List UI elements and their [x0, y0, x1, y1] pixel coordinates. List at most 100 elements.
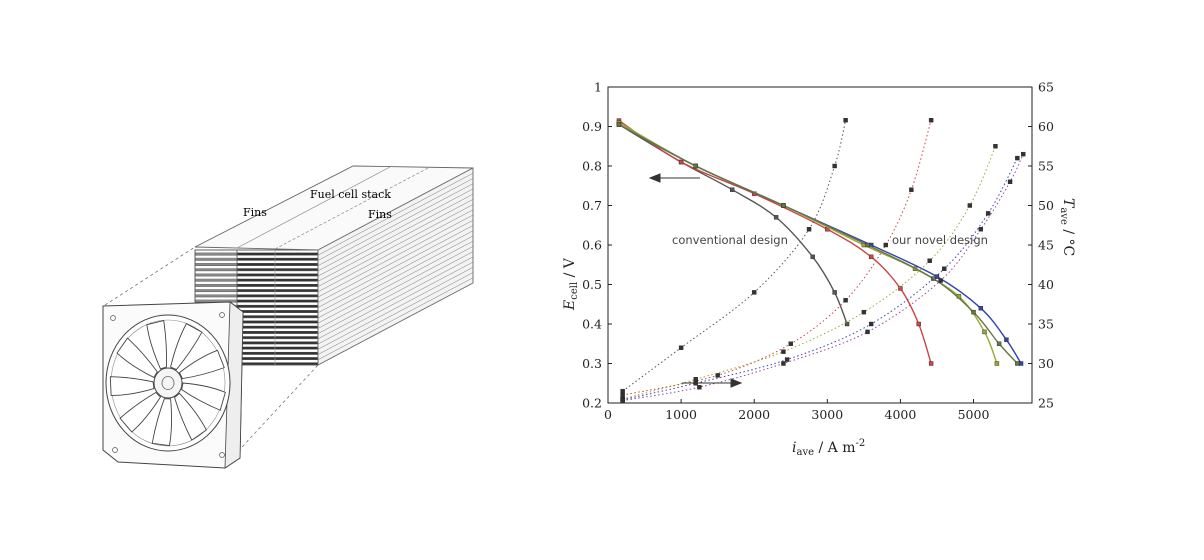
stack-plate-gap	[195, 268, 237, 271]
label-fins-right: Fins	[368, 208, 392, 221]
voltage-point	[616, 122, 622, 127]
stack-side-line	[317, 267, 474, 350]
voltage-point	[693, 163, 698, 169]
stack-plate-gap	[237, 258, 318, 261]
voltage-curve-4	[618, 123, 1018, 364]
voltage-point	[752, 191, 757, 196]
stack-side-line	[317, 188, 474, 272]
stack-side-line	[317, 246, 474, 329]
voltage-point	[1004, 337, 1009, 342]
stack-side-line	[317, 235, 474, 319]
stack-side-line	[317, 256, 474, 340]
stack-plate-gap	[237, 268, 318, 271]
voltage-point	[693, 163, 698, 169]
voltage-point	[678, 159, 684, 165]
stack-plate-gap	[195, 273, 237, 277]
stack-plate-gap	[237, 315, 318, 318]
y-right-tick-label: 30	[1038, 356, 1054, 371]
temperature-point	[806, 226, 812, 232]
fan-blade	[170, 323, 203, 371]
temperature-point	[978, 226, 984, 232]
fan-hub	[153, 367, 183, 399]
stack-plate	[194, 291, 319, 295]
stack-plate	[194, 275, 319, 280]
y-left-label-main: E	[562, 300, 578, 311]
y-right-label-main: T	[1060, 198, 1076, 209]
stack-side-lines	[317, 167, 474, 360]
y-right-axis-label: Tave / °C	[1058, 198, 1076, 256]
y-left-label-units: / V	[562, 257, 578, 282]
temperature-point	[967, 203, 973, 208]
temperature-point	[927, 258, 932, 263]
plot-frame	[607, 86, 1033, 404]
right-axis-arrow	[682, 378, 743, 388]
stack-side-line	[317, 230, 474, 313]
stack-plate-gap	[237, 263, 318, 266]
temperature-point	[788, 341, 793, 346]
fin-divider-top-2	[274, 166, 431, 250]
stack-side-line	[317, 220, 474, 303]
stack-side-line	[317, 261, 474, 345]
stack-plate-gap	[195, 294, 237, 298]
temperature-point	[693, 381, 698, 386]
stack-plate-gap	[237, 279, 318, 282]
temperature-point	[1007, 179, 1013, 185]
y-right-tick-label: 40	[1038, 277, 1054, 292]
stack-plate-gap	[237, 310, 318, 313]
fan-blade	[174, 392, 207, 441]
temperature-point	[715, 373, 720, 378]
label-fins-left: Fins	[243, 206, 267, 219]
fuel-cell-stack	[194, 165, 474, 366]
temperature-point	[678, 345, 684, 350]
y-left-tick-label: 0.9	[582, 119, 602, 134]
temperature-point	[993, 144, 998, 149]
stack-plate	[194, 270, 319, 275]
stack-plate-gap	[237, 341, 318, 345]
stack-side-line	[317, 204, 474, 287]
stack-plate-gap	[237, 336, 318, 339]
stack-plate-gap	[237, 305, 318, 308]
fan-housing-side	[224, 301, 244, 469]
stack-side-line	[317, 193, 474, 277]
temperature-point	[781, 361, 786, 366]
voltage-point	[982, 329, 987, 335]
y-right-tick-label: 55	[1038, 159, 1054, 174]
voltage-point	[832, 290, 837, 295]
voltage-curve-0	[618, 123, 848, 325]
stack-plate-gap	[195, 258, 237, 261]
voltage-curve-1	[618, 119, 932, 364]
annotation-novel-design: our novel design	[892, 233, 988, 247]
temperature-point	[942, 266, 947, 271]
voltage-point	[616, 122, 622, 127]
voltage-point	[861, 242, 867, 248]
stack-plate-gap	[237, 357, 318, 360]
stack-plate-gap	[237, 299, 318, 303]
voltage-point	[868, 242, 874, 248]
fan-screw	[219, 312, 225, 318]
temperature-point	[832, 163, 837, 169]
stack-plate-gap	[237, 362, 318, 365]
stack-plate-gap	[237, 346, 318, 350]
annotation-conventional-design: conventional design	[672, 233, 788, 247]
chart-series	[616, 117, 1026, 403]
stack-plate	[194, 254, 319, 259]
voltage-point	[616, 122, 622, 127]
voltage-point	[678, 159, 684, 165]
voltage-point	[912, 266, 918, 271]
stack-plate-gap	[237, 331, 318, 334]
temperature-curve-8	[622, 157, 1018, 401]
x-tick-label: 4000	[885, 407, 917, 422]
voltage-point	[868, 254, 874, 260]
temperature-point	[909, 187, 914, 192]
temperature-point	[781, 349, 786, 354]
stack-plate-gap	[237, 289, 318, 292]
voltage-point	[934, 274, 940, 279]
cooling-fan	[102, 301, 244, 469]
y-right-tick-label: 45	[1038, 238, 1054, 253]
temperature-point	[883, 242, 888, 248]
temperature-point	[693, 377, 698, 382]
y-right-label-units: / °C	[1060, 225, 1076, 256]
fan-blade	[109, 376, 155, 396]
voltage-point	[616, 118, 622, 123]
